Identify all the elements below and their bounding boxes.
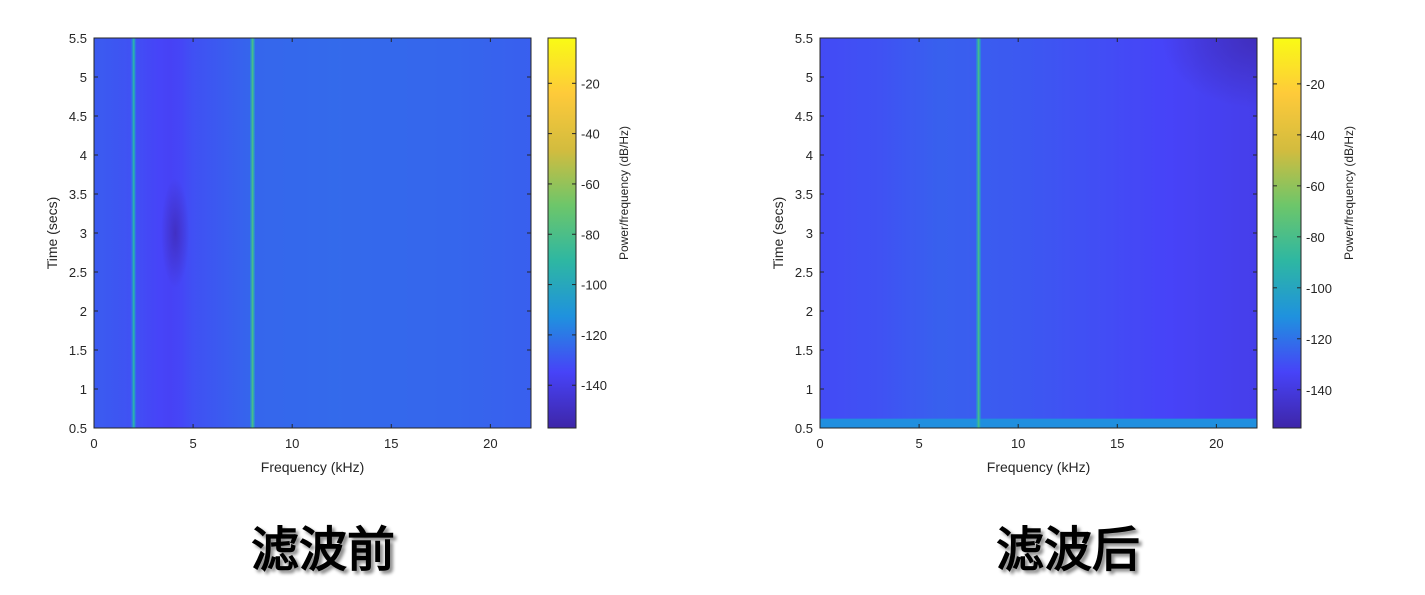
y-tick-label: 4 bbox=[806, 148, 813, 163]
figure-canvas: 0 5 10 15 200.511.522.533.544.555.5Frequency… bbox=[44, 31, 1356, 475]
colorbar-label: Power/frequency (dB/Hz) bbox=[617, 126, 631, 260]
x-tick-label: 20 bbox=[483, 436, 497, 451]
tone-line bbox=[251, 38, 254, 428]
colorbar-tick-label: -140 bbox=[1306, 383, 1332, 398]
y-tick-label: 2.5 bbox=[69, 265, 87, 280]
colorbar-tick-label: -40 bbox=[1306, 128, 1325, 143]
x-tick-label: 5 bbox=[915, 436, 922, 451]
x-tick-label: 20 bbox=[1209, 436, 1223, 451]
y-tick-label: 5 bbox=[80, 70, 87, 85]
tone-line bbox=[977, 38, 980, 428]
y-tick-label: 4.5 bbox=[795, 109, 813, 124]
x-tick-label: 15 bbox=[1110, 436, 1124, 451]
y-tick-label: 2 bbox=[806, 304, 813, 319]
colorbar-tick-label: -80 bbox=[1306, 230, 1325, 245]
colorbar-tick-label: -80 bbox=[581, 227, 600, 242]
x-tick-label: 5 bbox=[189, 436, 196, 451]
colorbar-tick-label: -20 bbox=[581, 76, 600, 91]
x-tick-label: 15 bbox=[384, 436, 398, 451]
y-tick-label: 5 bbox=[806, 70, 813, 85]
colorbar-tick-label: -60 bbox=[581, 177, 600, 192]
y-tick-label: 3 bbox=[80, 226, 87, 241]
spectrogram-bottom-band bbox=[820, 418, 1257, 428]
y-tick-label: 0.5 bbox=[795, 421, 813, 436]
x-axis-label: Frequency (kHz) bbox=[987, 459, 1090, 475]
y-tick-label: 3.5 bbox=[69, 187, 87, 202]
spectrogram-dip bbox=[1162, 38, 1257, 108]
y-tick-label: 1.5 bbox=[69, 343, 87, 358]
spectrogram-background bbox=[820, 38, 1257, 428]
colorbar-tick-label: -100 bbox=[581, 278, 607, 293]
y-axis-label: Time (secs) bbox=[770, 197, 786, 270]
y-tick-label: 5.5 bbox=[69, 31, 87, 46]
colorbar-tick-label: -120 bbox=[581, 328, 607, 343]
y-tick-label: 2 bbox=[80, 304, 87, 319]
spectrogram-background bbox=[94, 38, 531, 428]
y-tick-label: 3 bbox=[806, 226, 813, 241]
caption-after-filter: 滤波后 bbox=[995, 522, 1140, 578]
colorbar-tick-label: -120 bbox=[1306, 332, 1332, 347]
y-tick-label: 1.5 bbox=[795, 343, 813, 358]
colorbar-tick-label: -20 bbox=[1306, 77, 1325, 92]
colorbar-tick-label: -140 bbox=[581, 378, 607, 393]
y-tick-label: 1 bbox=[806, 382, 813, 397]
x-tick-label: 0 bbox=[816, 436, 823, 451]
x-axis-label: Frequency (kHz) bbox=[261, 459, 364, 475]
colorbar bbox=[547, 37, 577, 429]
tone-line bbox=[132, 38, 135, 428]
y-tick-label: 4.5 bbox=[69, 109, 87, 124]
colorbar-tick-label: -60 bbox=[1306, 179, 1325, 194]
caption-before-filter: 滤波前 bbox=[250, 522, 395, 578]
y-tick-label: 4 bbox=[80, 148, 87, 163]
spectrogram-panel-after: 0 5 10 15 20 0.5 1 1.5 2 2.5 3 3.5 4 4.5 5 5.5 Frequency… bbox=[770, 31, 1356, 475]
colorbar-tick-label: -100 bbox=[1306, 281, 1332, 296]
y-tick-label: 2.5 bbox=[795, 265, 813, 280]
y-tick-label: 5.5 bbox=[795, 31, 813, 46]
colorbar-tick-label: -40 bbox=[581, 127, 600, 142]
y-tick-label: 1 bbox=[80, 382, 87, 397]
colorbar bbox=[1272, 37, 1302, 429]
x-tick-label: 0 bbox=[90, 436, 97, 451]
spectrogram-panel-before: 0 5 10 15 20 0.5 1 1.5 2 2.5 3 3.5 4 4.5 5 5.5 Frequency… bbox=[44, 31, 631, 475]
y-axis-label: Time (secs) bbox=[44, 197, 60, 270]
colorbar-label: Power/frequency (dB/Hz) bbox=[1342, 126, 1356, 260]
x-tick-label: 10 bbox=[1011, 436, 1025, 451]
y-tick-label: 3.5 bbox=[795, 187, 813, 202]
spectrogram-dip bbox=[161, 178, 190, 288]
x-tick-label: 10 bbox=[285, 436, 299, 451]
y-tick-label: 0.5 bbox=[69, 421, 87, 436]
